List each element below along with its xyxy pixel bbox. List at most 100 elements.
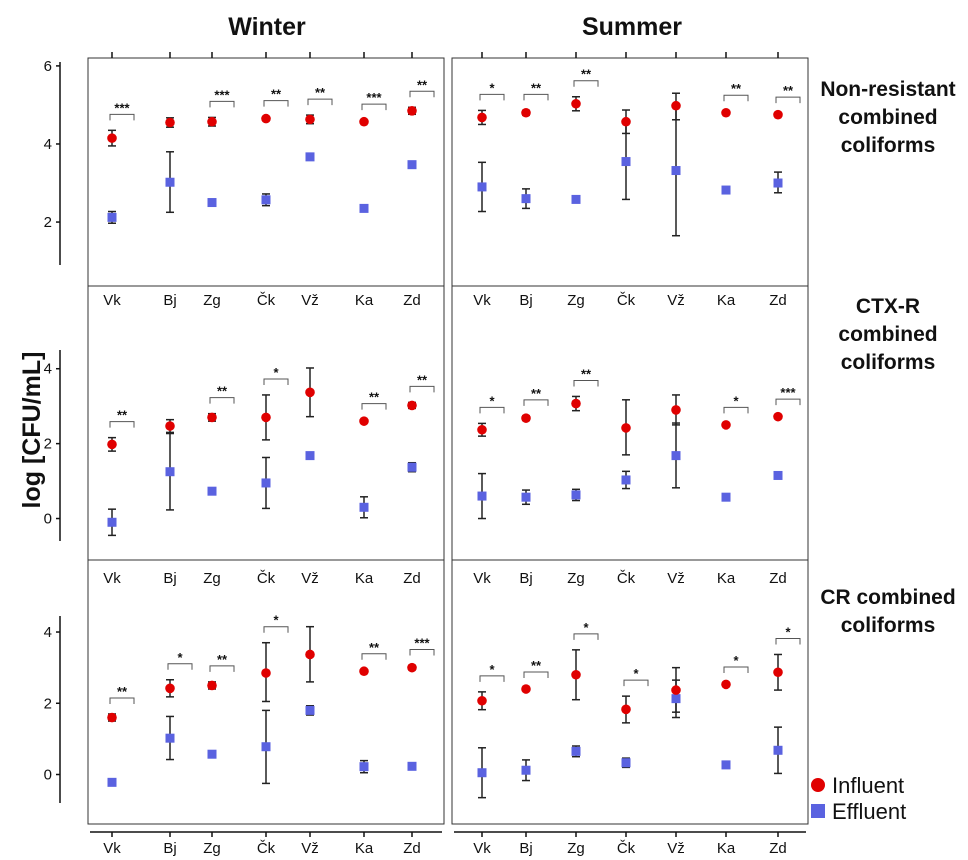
significance-bracket bbox=[573, 80, 599, 87]
influent-point bbox=[521, 107, 531, 118]
category-label: Zd bbox=[403, 840, 421, 857]
effluent-point bbox=[621, 475, 631, 485]
category-label: Čk bbox=[257, 292, 276, 309]
category-label: Vk bbox=[103, 292, 121, 309]
influent-point bbox=[571, 669, 581, 680]
category-label: Bj bbox=[163, 292, 176, 309]
effluent-point bbox=[261, 195, 271, 205]
significance-label: ** bbox=[531, 658, 542, 673]
effluent-point bbox=[521, 765, 531, 775]
significance-bracket bbox=[263, 100, 289, 107]
y-axis-row-3: 0 2 4 bbox=[44, 616, 61, 803]
influent-point bbox=[621, 423, 631, 433]
influent-point bbox=[773, 411, 783, 422]
effluent-point bbox=[571, 490, 581, 500]
significance-bracket bbox=[361, 403, 387, 410]
row-label-line: Non-resistant bbox=[820, 78, 955, 101]
significance-label: * bbox=[733, 653, 739, 668]
influent-point bbox=[261, 113, 271, 124]
category-label: Bj bbox=[163, 570, 176, 587]
significance-bracket bbox=[109, 113, 135, 121]
y-axis-row-2: 0 2 4 bbox=[44, 350, 61, 541]
row-label-line: CTX-R bbox=[856, 295, 920, 318]
significance-bracket bbox=[573, 633, 599, 640]
category-label: Zg bbox=[567, 840, 585, 857]
significance-bracket bbox=[775, 96, 801, 104]
effluent-point bbox=[477, 768, 487, 778]
panel-summer-row-2: Vk * Bj ** Zg ** Čk Vž Ka * Zd *** bbox=[451, 285, 809, 587]
influent-point bbox=[107, 439, 117, 450]
significance-label: * bbox=[633, 666, 639, 681]
legend-influent-label: Influent bbox=[832, 773, 904, 798]
category-label: Ka bbox=[355, 570, 374, 587]
significance-label: *** bbox=[414, 636, 430, 651]
significance-label: ** bbox=[271, 87, 282, 102]
y-tick-label: 2 bbox=[44, 436, 52, 453]
influent-point bbox=[621, 704, 631, 715]
category-label: Vž bbox=[667, 840, 685, 857]
significance-bracket bbox=[109, 697, 135, 704]
influent-point bbox=[305, 387, 315, 398]
panel-frame bbox=[451, 285, 809, 561]
significance-label: ** bbox=[417, 372, 428, 387]
influent-point bbox=[165, 421, 175, 431]
influent-point bbox=[165, 117, 175, 128]
effluent-point bbox=[107, 212, 117, 222]
significance-bracket bbox=[307, 98, 333, 106]
influent-point bbox=[671, 685, 681, 695]
row-label-line: CR combined bbox=[820, 586, 955, 609]
effluent-point bbox=[359, 203, 369, 213]
panel-summer-row-1: Vk * Bj ** Zg ** Čk Vž Ka ** Zd ** bbox=[451, 52, 809, 309]
influent-point bbox=[261, 412, 271, 423]
significance-label: ** bbox=[531, 80, 542, 95]
effluent-point bbox=[165, 177, 175, 187]
significance-bracket bbox=[109, 421, 135, 428]
category-label: Zg bbox=[567, 570, 585, 587]
significance-label: * bbox=[489, 393, 495, 408]
panel-frame bbox=[87, 57, 445, 287]
panel-summer-row-3: Vk * Bj ** Zg * Čk * Vž Ka * Zd * bbox=[451, 559, 809, 857]
significance-label: * bbox=[489, 80, 495, 95]
panel-frame bbox=[87, 559, 445, 825]
significance-bracket bbox=[361, 103, 387, 111]
category-label: Čk bbox=[257, 570, 276, 587]
category-label: Vž bbox=[301, 570, 319, 587]
row-label-line: coliforms bbox=[841, 134, 936, 157]
influent-point bbox=[773, 109, 783, 120]
significance-label: * bbox=[177, 650, 183, 665]
panel-winter-row-1: Vk *** Bj Zg *** Čk ** Vž ** Ka *** Zd ** bbox=[87, 52, 445, 309]
category-label: Vk bbox=[103, 570, 121, 587]
category-label: Bj bbox=[519, 292, 532, 309]
effluent-point bbox=[359, 502, 369, 512]
y-tick-label: 2 bbox=[44, 214, 52, 231]
significance-label: *** bbox=[780, 385, 796, 400]
legend-effluent-label: Effluent bbox=[832, 799, 906, 824]
significance-bracket bbox=[573, 379, 599, 387]
influent-point bbox=[207, 680, 217, 691]
effluent-point bbox=[721, 760, 731, 770]
category-label: Zg bbox=[203, 840, 221, 857]
influent-point bbox=[521, 413, 531, 423]
category-label: Zd bbox=[403, 292, 421, 309]
significance-label: * bbox=[489, 662, 495, 677]
panel-frame bbox=[451, 57, 809, 287]
significance-bracket bbox=[723, 666, 749, 673]
significance-label: *** bbox=[114, 100, 130, 115]
influent-point bbox=[477, 695, 487, 706]
panel-winter-row-3: Vk ** Bj * Zg ** Čk * Vž Ka ** Zd *** bbox=[87, 559, 445, 857]
influent-point bbox=[721, 679, 731, 690]
category-label: Vk bbox=[473, 292, 491, 309]
significance-bracket bbox=[523, 399, 549, 406]
significance-bracket bbox=[409, 90, 435, 98]
effluent-point bbox=[261, 478, 271, 488]
influent-point bbox=[107, 133, 117, 143]
column-title-summer: Summer bbox=[582, 13, 682, 41]
category-label: Ka bbox=[717, 292, 736, 309]
significance-label: * bbox=[733, 393, 739, 408]
y-tick-label: 4 bbox=[44, 624, 52, 641]
row-label-line: combined bbox=[838, 106, 937, 129]
effluent-point bbox=[407, 761, 417, 771]
category-label: Zd bbox=[403, 570, 421, 587]
significance-label: * bbox=[583, 620, 589, 635]
